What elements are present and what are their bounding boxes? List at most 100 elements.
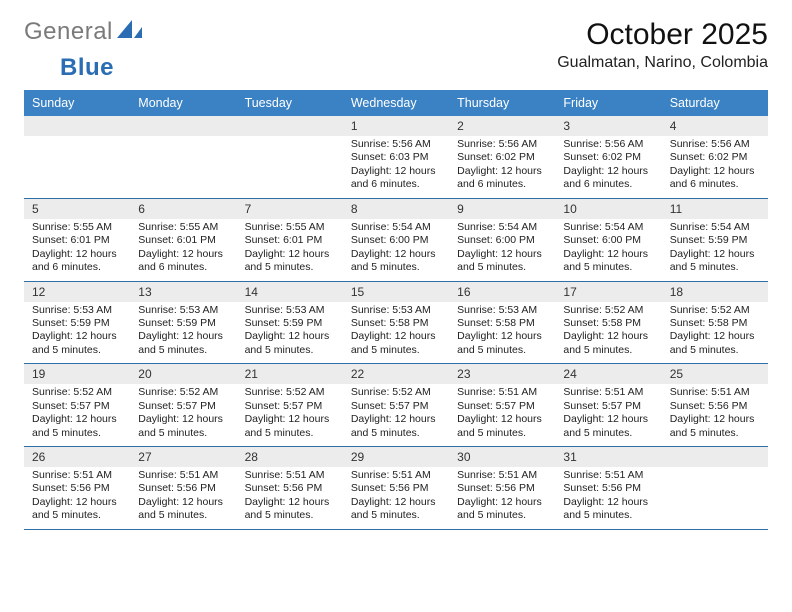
sunrise-text: Sunrise: 5:53 AM <box>457 304 547 317</box>
sunset-text: Sunset: 5:57 PM <box>32 400 122 413</box>
daylight-text: Daylight: 12 hours and 6 minutes. <box>457 165 547 192</box>
day-number: 23 <box>449 364 555 384</box>
sunset-text: Sunset: 6:02 PM <box>563 151 653 164</box>
day-info: Sunrise: 5:56 AMSunset: 6:02 PMDaylight:… <box>449 136 555 198</box>
daylight-text: Daylight: 12 hours and 5 minutes. <box>351 248 441 275</box>
day-number: 30 <box>449 447 555 467</box>
sunset-text: Sunset: 6:02 PM <box>670 151 760 164</box>
day-info: Sunrise: 5:55 AMSunset: 6:01 PMDaylight:… <box>130 219 236 281</box>
logo-text-general: General <box>24 18 113 46</box>
sunset-text: Sunset: 5:57 PM <box>351 400 441 413</box>
calendar-cell <box>662 447 768 529</box>
calendar-cell: 10 Sunrise: 5:54 AMSunset: 6:00 PMDayligh… <box>555 199 661 281</box>
day-number: 16 <box>449 282 555 302</box>
day-number-bar-blank <box>130 116 236 136</box>
day-info: Sunrise: 5:51 AMSunset: 5:56 PMDaylight:… <box>24 467 130 529</box>
day-number: 10 <box>555 199 661 219</box>
daylight-text: Daylight: 12 hours and 5 minutes. <box>32 330 122 357</box>
weekday-wednesday: Wednesday <box>343 90 449 116</box>
calendar-cell: 20Sunrise: 5:52 AMSunset: 5:57 PMDayligh… <box>130 364 236 446</box>
sunset-text: Sunset: 6:00 PM <box>351 234 441 247</box>
daylight-text: Daylight: 12 hours and 5 minutes. <box>245 330 335 357</box>
calendar-cell: 25Sunrise: 5:51 AMSunset: 5:56 PMDayligh… <box>662 364 768 446</box>
daylight-text: Daylight: 12 hours and 5 minutes. <box>563 248 653 275</box>
day-info: Sunrise: 5:53 AMSunset: 5:59 PMDaylight:… <box>130 302 236 364</box>
sunrise-text: Sunrise: 5:56 AM <box>351 138 441 151</box>
calendar-cell: 3Sunrise: 5:56 AMSunset: 6:02 PMDaylight… <box>555 116 661 198</box>
daylight-text: Daylight: 12 hours and 6 minutes. <box>138 248 228 275</box>
logo-text-blue: Blue <box>60 54 114 82</box>
sunrise-text: Sunrise: 5:54 AM <box>351 221 441 234</box>
sunset-text: Sunset: 5:56 PM <box>670 400 760 413</box>
day-info: Sunrise: 5:55 AMSunset: 6:01 PMDaylight:… <box>237 219 343 281</box>
calendar-cell: 2Sunrise: 5:56 AMSunset: 6:02 PMDaylight… <box>449 116 555 198</box>
calendar-cell: 28Sunrise: 5:51 AMSunset: 5:56 PMDayligh… <box>237 447 343 529</box>
sunrise-text: Sunrise: 5:52 AM <box>245 386 335 399</box>
calendar-cell: 11Sunrise: 5:54 AMSunset: 5:59 PMDayligh… <box>662 199 768 281</box>
day-number: 18 <box>662 282 768 302</box>
calendar-cell: 8 Sunrise: 5:54 AMSunset: 6:00 PMDaylight… <box>343 199 449 281</box>
sunrise-text: Sunrise: 5:56 AM <box>670 138 760 151</box>
calendar-cell: 7Sunrise: 5:55 AMSunset: 6:01 PMDaylight… <box>237 199 343 281</box>
day-number: 31 <box>555 447 661 467</box>
daylight-text: Daylight: 12 hours and 5 minutes. <box>457 330 547 357</box>
day-number: 28 <box>237 447 343 467</box>
month-title: October 2025 <box>557 18 768 52</box>
calendar-cell: 27Sunrise: 5:51 AMSunset: 5:56 PMDayligh… <box>130 447 236 529</box>
day-info: Sunrise: 5:51 AMSunset: 5:56 PMDaylight:… <box>343 467 449 529</box>
day-info: Sunrise: 5:52 AMSunset: 5:57 PMDaylight:… <box>24 384 130 446</box>
sunrise-text: Sunrise: 5:53 AM <box>138 304 228 317</box>
day-number: 13 <box>130 282 236 302</box>
calendar-cell: 23Sunrise: 5:51 AMSunset: 5:57 PMDayligh… <box>449 364 555 446</box>
calendar-cell: 21Sunrise: 5:52 AMSunset: 5:57 PMDayligh… <box>237 364 343 446</box>
day-info: Sunrise: 5:52 AMSunset: 5:58 PMDaylight:… <box>555 302 661 364</box>
sunrise-text: Sunrise: 5:56 AM <box>563 138 653 151</box>
weekday-monday: Monday <box>130 90 236 116</box>
daylight-text: Daylight: 12 hours and 5 minutes. <box>32 413 122 440</box>
sunset-text: Sunset: 6:01 PM <box>245 234 335 247</box>
day-info: Sunrise: 5:53 AMSunset: 5:59 PMDaylight:… <box>24 302 130 364</box>
daylight-text: Daylight: 12 hours and 5 minutes. <box>457 248 547 275</box>
calendar-week: 1Sunrise: 5:56 AMSunset: 6:03 PMDaylight… <box>24 116 768 199</box>
sunset-text: Sunset: 6:00 PM <box>563 234 653 247</box>
sunset-text: Sunset: 5:59 PM <box>245 317 335 330</box>
sunrise-text: Sunrise: 5:51 AM <box>32 469 122 482</box>
day-number: 19 <box>24 364 130 384</box>
sunset-text: Sunset: 5:56 PM <box>563 482 653 495</box>
day-number: 9 <box>449 199 555 219</box>
daylight-text: Daylight: 12 hours and 5 minutes. <box>245 248 335 275</box>
calendar-cell: 4Sunrise: 5:56 AMSunset: 6:02 PMDaylight… <box>662 116 768 198</box>
daylight-text: Daylight: 12 hours and 5 minutes. <box>138 496 228 523</box>
sunset-text: Sunset: 6:02 PM <box>457 151 547 164</box>
sunset-text: Sunset: 5:57 PM <box>138 400 228 413</box>
day-info: Sunrise: 5:52 AMSunset: 5:57 PMDaylight:… <box>237 384 343 446</box>
calendar-cell: 29Sunrise: 5:51 AMSunset: 5:56 PMDayligh… <box>343 447 449 529</box>
day-info: Sunrise: 5:51 AMSunset: 5:56 PMDaylight:… <box>662 384 768 446</box>
day-info-blank <box>24 136 130 198</box>
sunrise-text: Sunrise: 5:52 AM <box>670 304 760 317</box>
daylight-text: Daylight: 12 hours and 5 minutes. <box>670 330 760 357</box>
sunrise-text: Sunrise: 5:51 AM <box>457 469 547 482</box>
sunset-text: Sunset: 5:57 PM <box>457 400 547 413</box>
daylight-text: Daylight: 12 hours and 5 minutes. <box>138 330 228 357</box>
day-info: Sunrise: 5:51 AMSunset: 5:56 PMDaylight:… <box>449 467 555 529</box>
daylight-text: Daylight: 12 hours and 5 minutes. <box>563 330 653 357</box>
sunrise-text: Sunrise: 5:53 AM <box>32 304 122 317</box>
sunset-text: Sunset: 5:59 PM <box>138 317 228 330</box>
day-number: 7 <box>237 199 343 219</box>
day-number: 8 <box>343 199 449 219</box>
sunrise-text: Sunrise: 5:54 AM <box>563 221 653 234</box>
day-number: 5 <box>24 199 130 219</box>
daylight-text: Daylight: 12 hours and 5 minutes. <box>457 413 547 440</box>
day-number: 21 <box>237 364 343 384</box>
title-block: October 2025 Gualmatan, Narino, Colombia <box>557 18 768 72</box>
day-info: Sunrise: 5:53 AMSunset: 5:59 PMDaylight:… <box>237 302 343 364</box>
sunrise-text: Sunrise: 5:51 AM <box>563 386 653 399</box>
day-info: Sunrise: 5:53 AMSunset: 5:58 PMDaylight:… <box>343 302 449 364</box>
daylight-text: Daylight: 12 hours and 5 minutes. <box>563 413 653 440</box>
sunset-text: Sunset: 5:58 PM <box>670 317 760 330</box>
calendar-cell <box>130 116 236 198</box>
weekday-thursday: Thursday <box>449 90 555 116</box>
day-info-blank <box>662 467 768 529</box>
calendar-cell: 30Sunrise: 5:51 AMSunset: 5:56 PMDayligh… <box>449 447 555 529</box>
